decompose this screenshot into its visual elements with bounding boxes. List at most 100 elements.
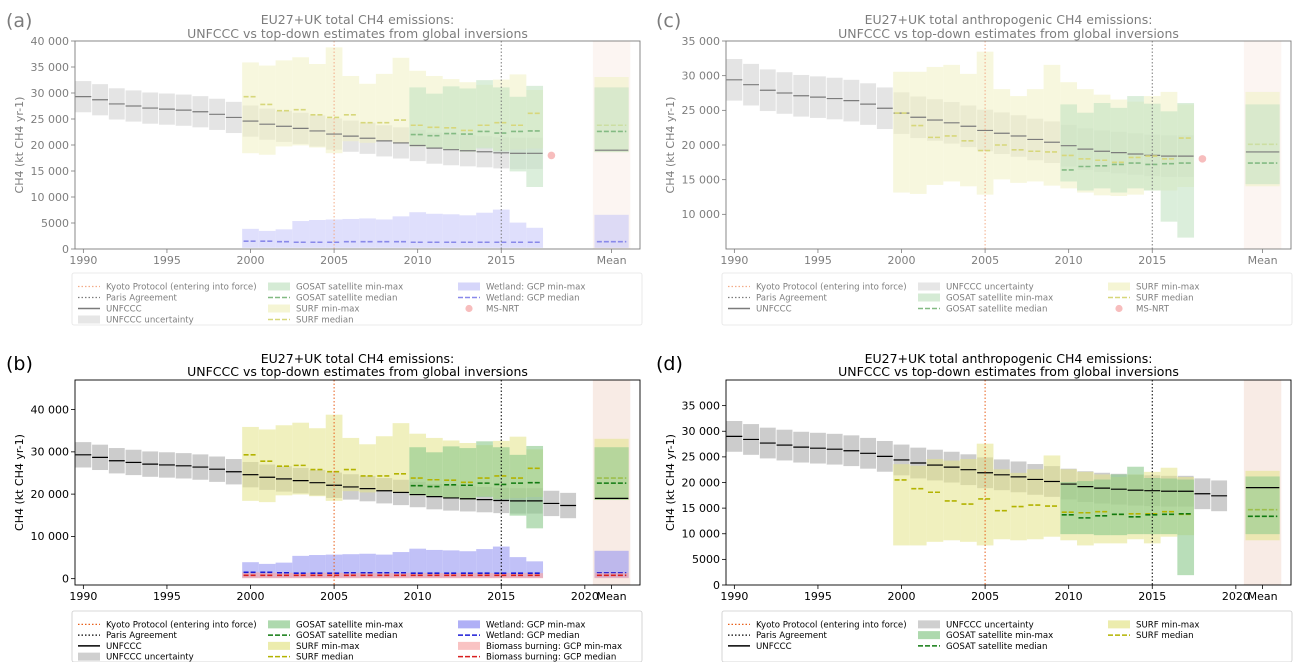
- surf-minmax-bar: [392, 57, 410, 144]
- legend-swatch-patch: [918, 293, 940, 302]
- legend-label: SURF median: [1136, 631, 1194, 641]
- axes-frame: [74, 379, 641, 586]
- wetland-minmax-bar: [292, 221, 310, 248]
- surf-minmax-bar: [325, 47, 343, 154]
- surf-minmax-bar: [943, 460, 961, 541]
- surf-minmax-bar: [909, 71, 927, 194]
- y-tick-label: 15 000: [682, 502, 721, 515]
- gosat-minmax-bar: [1077, 481, 1094, 535]
- surf-minmax-bar: [275, 60, 293, 147]
- panel-b: 0 10 000 20 000 30 000 40 000 1990 1995 2000 200…: [6, 351, 643, 662]
- wetland-minmax-bar: [309, 219, 326, 248]
- legend-label: GOSAT satellite median: [296, 631, 397, 641]
- wetland-minmax-bar: [359, 218, 376, 248]
- mean-gosat-bar: [594, 87, 629, 153]
- legend-label: UNFCCC uncertainty: [106, 316, 194, 326]
- y-tick-label: 10 000: [31, 191, 70, 204]
- legend-swatch-patch: [458, 282, 480, 291]
- x-tick-label: 2010: [404, 590, 432, 603]
- y-tick-label: 20 000: [31, 488, 70, 501]
- y-axis-label: CH4 (kt CH4 yr-1): [13, 97, 26, 194]
- biomass-minmax-bar: [392, 573, 410, 579]
- x-tick-label: 2000: [237, 590, 265, 603]
- gosat-minmax-bar: [442, 86, 460, 150]
- y-tick-label: 20 000: [31, 139, 70, 152]
- legend-swatch-patch: [918, 631, 940, 640]
- wetland-minmax-bar: [342, 218, 360, 248]
- x-tick-label: 2010: [1055, 590, 1083, 603]
- x-tick-label: 1990: [69, 590, 97, 603]
- surf-minmax-bar: [258, 429, 276, 503]
- legend-box: [721, 272, 1293, 326]
- surf-minmax-bar: [960, 73, 977, 187]
- gosat-minmax-bar: [409, 447, 427, 496]
- wetland-minmax-bar: [392, 216, 410, 248]
- y-tick-label: 0: [713, 579, 720, 592]
- x-tick-label: 1995: [153, 254, 181, 267]
- chart-title-line2: UNFCCC vs top-down estimates from global…: [838, 26, 1179, 41]
- gosat-minmax-bar: [526, 445, 544, 529]
- x-tick-label: 2015: [1138, 590, 1166, 603]
- surf-minmax-bar: [1043, 64, 1061, 186]
- legend-swatch-patch: [1108, 620, 1130, 629]
- gosat-minmax-bar: [1127, 96, 1144, 189]
- legend-swatch-patch: [268, 620, 290, 629]
- gosat-minmax-bar: [1110, 474, 1128, 536]
- panel-letter: (a): [6, 10, 32, 32]
- surf-minmax-bar: [1010, 96, 1027, 183]
- legend-swatch-patch: [78, 652, 100, 661]
- x-tick-label: 1995: [804, 254, 832, 267]
- y-tick-label: 15 000: [682, 173, 721, 186]
- surf-minmax-bar: [375, 73, 393, 142]
- surf-minmax-bar: [292, 57, 310, 146]
- mean-surf-bar: [594, 77, 629, 153]
- legend-label: SURF min-max: [296, 305, 359, 315]
- gosat-minmax-bar: [476, 80, 493, 149]
- panel-d: 0 5000 10 000 15 000 20 000 25 000 30 000 35 00…: [656, 351, 1293, 662]
- surf-minmax-bar: [993, 469, 1011, 540]
- surf-minmax-bar: [1177, 104, 1195, 187]
- biomass-minmax-bar: [459, 573, 477, 579]
- gosat-minmax-bar: [459, 88, 477, 152]
- gosat-minmax-bar: [459, 448, 477, 500]
- surf-minmax-bar: [309, 64, 326, 148]
- legend-label: MS-NRT: [486, 305, 520, 315]
- legend-label: UNFCCC uncertainty: [946, 283, 1034, 293]
- mean-gosat-bar: [594, 447, 629, 501]
- chart-title-line2: UNFCCC vs top-down estimates from global…: [838, 364, 1179, 379]
- surf-minmax-bar: [242, 62, 259, 154]
- legend-label: UNFCCC: [756, 305, 792, 315]
- biomass-minmax-bar: [309, 572, 326, 579]
- legend-label: Paris Agreement: [106, 631, 178, 641]
- wetland-minmax-bar: [409, 212, 427, 248]
- surf-minmax-bar: [1043, 455, 1061, 537]
- wetland-minmax-bar: [275, 229, 293, 248]
- surf-minmax-bar: [960, 459, 977, 542]
- gosat-minmax-bar: [492, 447, 510, 500]
- wetland-minmax-bar: [526, 227, 544, 248]
- x-tick-label: 2015: [487, 254, 515, 267]
- gosat-minmax-bar: [509, 96, 527, 172]
- gosat-minmax-bar: [1093, 479, 1111, 536]
- biomass-minmax-bar: [375, 573, 393, 579]
- legend-label: SURF median: [296, 653, 354, 662]
- biomass-minmax-bar: [275, 572, 293, 579]
- gosat-minmax-bar: [526, 85, 544, 187]
- legend-label: SURF median: [1136, 294, 1194, 304]
- legend-label: GOSAT satellite median: [946, 642, 1047, 652]
- y-tick-label: 0: [62, 572, 69, 585]
- x-tick-label: 1990: [720, 590, 748, 603]
- x-tick-label: 2015: [487, 590, 515, 603]
- legend-label: GOSAT satellite min-max: [296, 620, 403, 630]
- legend-label: Kyoto Protocol (entering into force): [106, 283, 257, 293]
- surf-minmax-bar: [1093, 94, 1111, 196]
- chart-title-line1: EU27+UK total anthropogenic CH4 emission…: [865, 351, 1153, 366]
- biomass-minmax-bar: [242, 572, 259, 579]
- legend-label: Paris Agreement: [756, 631, 828, 641]
- y-tick-label: 25 000: [682, 104, 721, 117]
- surf-minmax-bar: [275, 425, 293, 496]
- surf-minmax-bar: [242, 426, 259, 501]
- legend-swatch-patch: [268, 282, 290, 291]
- surf-minmax-bar: [909, 465, 927, 546]
- x-tick-label: 2000: [888, 254, 916, 267]
